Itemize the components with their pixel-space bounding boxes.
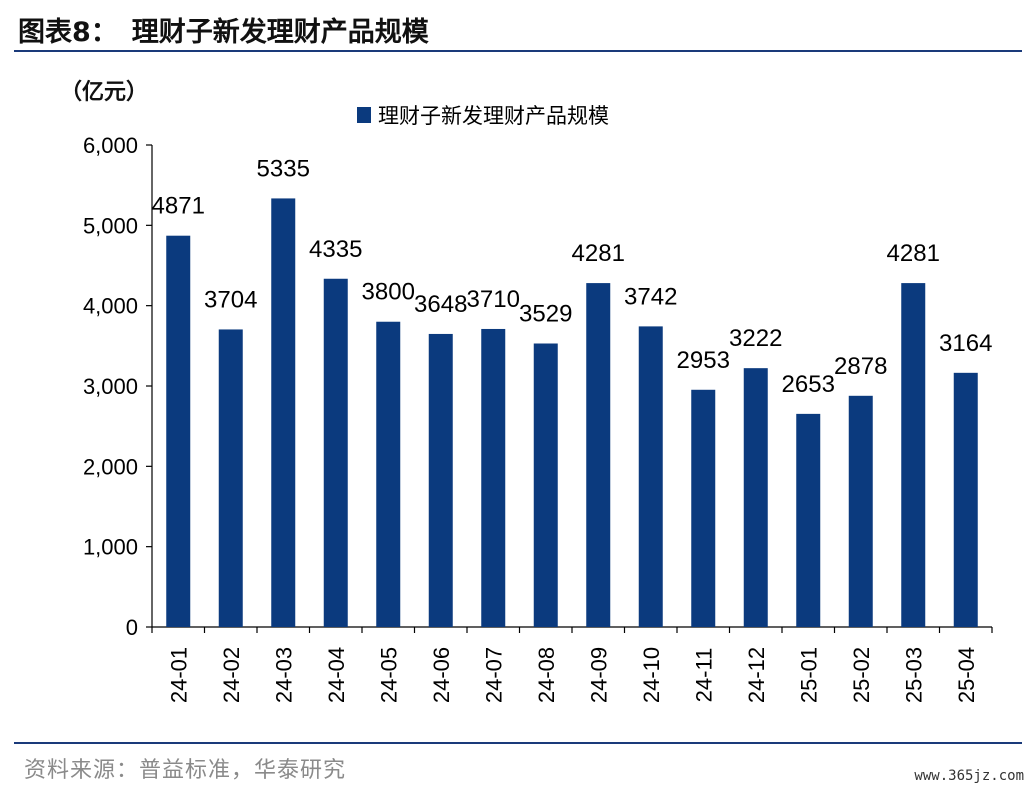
y-tick-label: 5,000 — [83, 213, 138, 238]
y-tick-label: 4,000 — [83, 294, 138, 319]
x-tick-label: 25-02 — [849, 647, 874, 703]
source-note: 资料来源：普益标准，华泰研究 — [24, 758, 347, 783]
figure-title-text: 理财子新发理财产品规模 — [131, 17, 429, 48]
y-tick-label: 2,000 — [83, 454, 138, 479]
bar — [376, 321, 401, 627]
x-tick-label: 24-01 — [166, 647, 191, 703]
data-label: 2953 — [677, 347, 730, 374]
data-label: 4281 — [572, 240, 625, 267]
bar — [218, 329, 243, 627]
x-tick-label: 24-11 — [691, 648, 716, 703]
figure-title: 图表8： 理财子新发理财产品规模 — [18, 10, 429, 49]
watermark: www.365jz.com — [914, 768, 1024, 784]
x-tick-label: 24-06 — [429, 647, 454, 703]
x-tick-label: 24-07 — [481, 647, 506, 703]
data-label: 5335 — [257, 155, 310, 182]
bottom-divider — [14, 742, 1022, 744]
bar — [481, 328, 506, 627]
x-tick-label: 24-10 — [639, 647, 664, 703]
data-label: 3704 — [204, 286, 257, 313]
x-tick-label: 24-08 — [534, 647, 559, 703]
data-label: 3222 — [729, 325, 782, 352]
data-label: 4335 — [309, 236, 362, 263]
bar — [428, 333, 453, 627]
data-label: 3648 — [414, 291, 467, 318]
x-tick-label: 24-03 — [271, 647, 296, 703]
data-label: 4281 — [887, 240, 940, 267]
bar — [901, 283, 926, 627]
y-tick-label: 0 — [126, 615, 138, 640]
bar — [533, 343, 558, 627]
x-tick-label: 24-12 — [744, 647, 769, 703]
bar — [166, 235, 191, 627]
data-label: 4871 — [152, 193, 205, 220]
x-tick-label: 24-02 — [219, 647, 244, 703]
legend-swatch — [357, 107, 371, 123]
bar — [848, 395, 873, 627]
data-label: 3710 — [467, 286, 520, 313]
x-tick-label: 25-04 — [954, 647, 979, 703]
bar — [323, 278, 348, 627]
bar — [638, 326, 663, 627]
x-tick-label: 24-04 — [324, 647, 349, 703]
data-label: 3164 — [939, 330, 992, 357]
legend-label: 理财子新发理财产品规模 — [378, 104, 609, 128]
data-label: 2878 — [834, 353, 887, 380]
x-tick-label: 25-01 — [796, 647, 821, 703]
data-label: 2653 — [782, 371, 835, 398]
data-label: 3800 — [362, 279, 415, 306]
figure-label: 图表8： — [18, 17, 118, 48]
bar — [743, 368, 768, 627]
bar — [953, 372, 978, 627]
top-divider — [14, 50, 1022, 52]
bar — [796, 413, 821, 627]
data-label: 3742 — [624, 283, 677, 310]
x-tick-label: 24-05 — [376, 647, 401, 703]
bar — [691, 389, 716, 627]
y-tick-label: 6,000 — [83, 133, 138, 158]
y-tick-label: 1,000 — [83, 535, 138, 560]
x-tick-label: 24-09 — [586, 647, 611, 703]
y-unit-label: （亿元） — [60, 80, 149, 105]
x-tick-label: 25-03 — [901, 647, 926, 703]
y-tick-label: 3,000 — [83, 374, 138, 399]
data-label: 3529 — [519, 301, 572, 328]
bar — [271, 198, 296, 627]
bar — [586, 283, 611, 627]
